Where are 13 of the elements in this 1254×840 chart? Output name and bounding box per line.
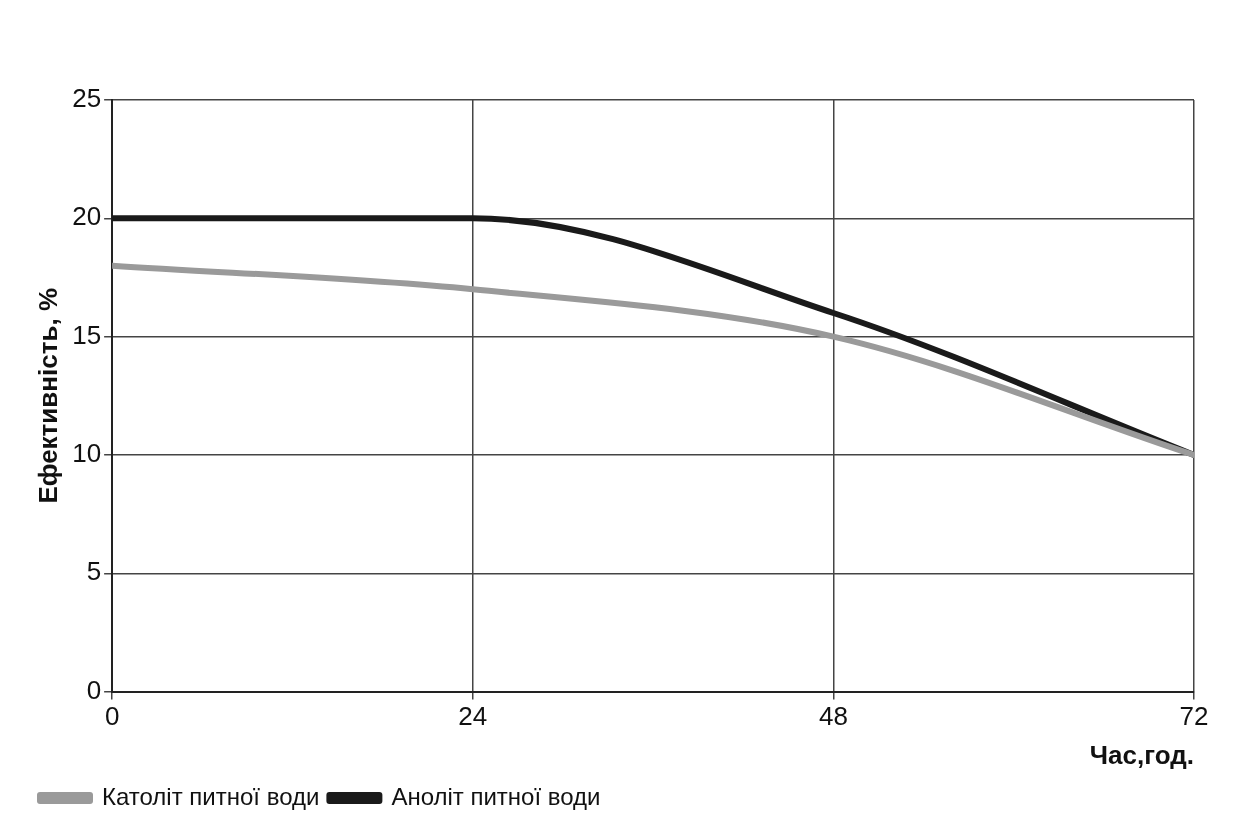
y-tick-label: 0 [86,674,102,705]
y-tick-label: 15 [72,319,102,350]
legend-label: Аноліт питної води [391,782,601,810]
y-tick-label: 25 [72,83,102,114]
y-tick-label: 5 [86,556,102,587]
y-axis-title: Ефективність, % [32,288,63,504]
x-tick-label: 72 [1179,701,1209,732]
x-tick-label: 24 [458,701,488,732]
x-tick-label: 48 [818,701,848,732]
x-axis-title: Час,год. [1089,739,1194,770]
y-tick-label: 20 [72,201,102,232]
y-tick-label: 10 [72,438,102,469]
legend-label: Католіт питної води [102,782,320,810]
